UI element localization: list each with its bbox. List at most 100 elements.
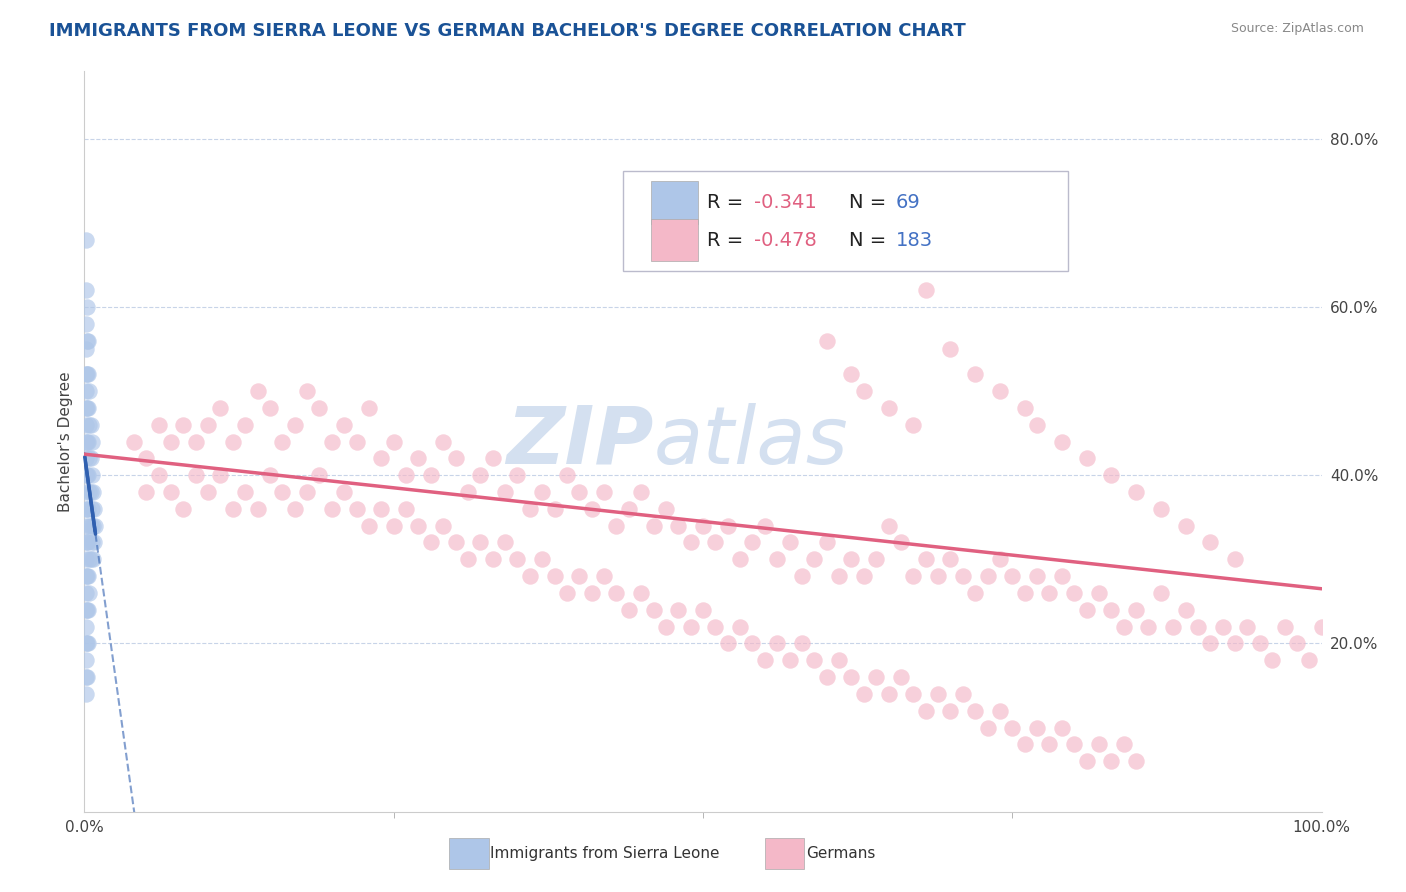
Point [75, 417, 97, 432]
Point [865, 670, 887, 684]
Point [184, 468, 207, 483]
Text: ZIP: ZIP [506, 402, 654, 481]
Point [852, 687, 875, 701]
Text: -0.478: -0.478 [754, 230, 817, 250]
Point [382, 518, 405, 533]
Point [1112, 619, 1135, 633]
Point [308, 401, 330, 415]
Point [617, 603, 640, 617]
Point [1076, 754, 1098, 768]
Point [135, 485, 157, 500]
Point [83, 501, 105, 516]
Point [79, 451, 101, 466]
Point [357, 401, 380, 415]
Point [76, 468, 98, 483]
Point [79, 518, 101, 533]
Point [284, 417, 307, 432]
Point [568, 569, 591, 583]
Point [321, 434, 343, 449]
Point [79, 586, 101, 600]
Point [80, 501, 103, 516]
Point [82, 485, 104, 500]
Point [233, 417, 256, 432]
Point [1236, 619, 1258, 633]
Point [555, 468, 578, 483]
Text: 183: 183 [896, 230, 934, 250]
Point [77, 603, 100, 617]
Point [79, 451, 101, 466]
Point [75, 552, 97, 566]
Point [75, 518, 97, 533]
Point [679, 619, 702, 633]
Point [927, 569, 949, 583]
Point [1150, 501, 1173, 516]
Point [1026, 721, 1049, 735]
Point [346, 434, 368, 449]
Point [952, 569, 974, 583]
Point [754, 653, 776, 667]
Point [444, 535, 467, 549]
Point [172, 501, 194, 516]
Text: R =: R = [707, 230, 749, 250]
Point [75, 619, 97, 633]
Point [1125, 754, 1147, 768]
Point [222, 501, 245, 516]
Text: Source: ZipAtlas.com: Source: ZipAtlas.com [1230, 22, 1364, 36]
Point [172, 417, 194, 432]
Point [75, 670, 97, 684]
Point [75, 451, 97, 466]
Point [728, 619, 751, 633]
Point [79, 384, 101, 398]
Point [828, 653, 851, 667]
Point [432, 518, 454, 533]
Point [77, 334, 100, 348]
Point [432, 434, 454, 449]
Point [717, 636, 740, 650]
Point [75, 569, 97, 583]
Point [160, 485, 183, 500]
Point [841, 552, 863, 566]
Point [593, 569, 616, 583]
FancyBboxPatch shape [651, 181, 697, 224]
Point [457, 485, 479, 500]
Point [779, 535, 801, 549]
Point [197, 417, 219, 432]
Point [543, 569, 565, 583]
Point [1174, 518, 1197, 533]
Point [76, 670, 98, 684]
Text: Immigrants from Sierra Leone: Immigrants from Sierra Leone [491, 847, 720, 862]
Point [1112, 738, 1135, 752]
Point [939, 342, 962, 356]
Point [666, 603, 689, 617]
Point [80, 468, 103, 483]
Point [1212, 619, 1234, 633]
Point [965, 704, 987, 718]
Point [568, 485, 591, 500]
Point [79, 552, 101, 566]
Point [1014, 586, 1036, 600]
Point [75, 501, 97, 516]
Point [408, 451, 430, 466]
Point [1026, 569, 1049, 583]
Point [75, 535, 97, 549]
Point [370, 451, 392, 466]
Point [903, 569, 925, 583]
Point [382, 434, 405, 449]
Point [903, 417, 925, 432]
Point [419, 468, 441, 483]
Point [76, 569, 98, 583]
Point [259, 468, 281, 483]
Point [77, 368, 100, 382]
Point [494, 535, 516, 549]
Point [77, 535, 100, 549]
Point [79, 417, 101, 432]
Point [939, 552, 962, 566]
Point [75, 342, 97, 356]
Point [1223, 636, 1246, 650]
Point [76, 535, 98, 549]
Point [605, 586, 627, 600]
Point [1249, 636, 1271, 650]
Point [890, 670, 912, 684]
Point [914, 704, 936, 718]
Point [988, 384, 1011, 398]
